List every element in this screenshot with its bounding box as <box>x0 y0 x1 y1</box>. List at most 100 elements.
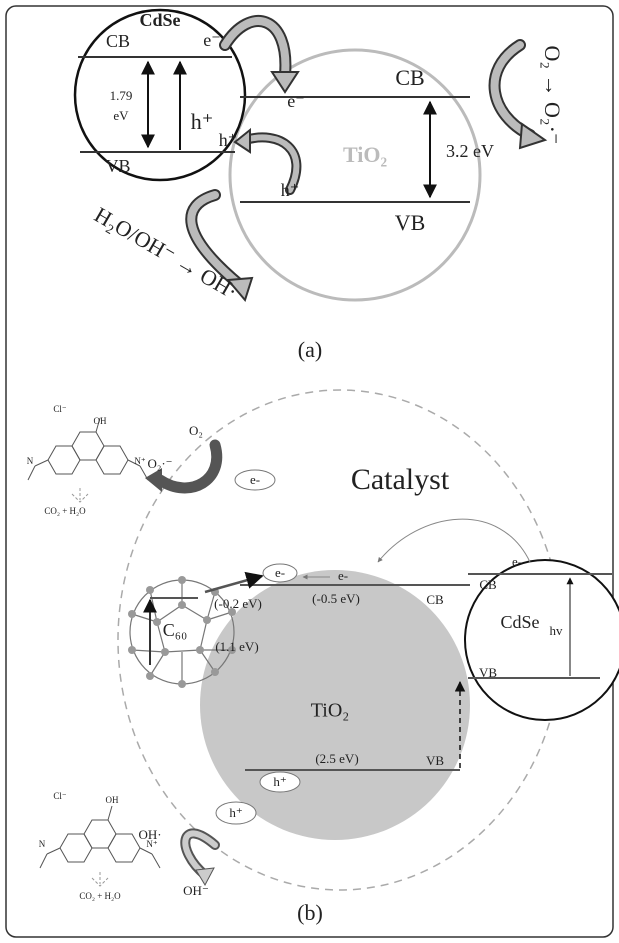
label: N⁺ <box>146 839 157 849</box>
label: h⁺ <box>191 109 214 134</box>
label: CdSe <box>139 10 180 30</box>
shape <box>71 431 105 461</box>
shape <box>95 445 129 475</box>
shape <box>242 134 300 193</box>
label: CO₂ + H₂O <box>44 506 86 516</box>
label: 3.2 eV <box>446 141 494 161</box>
hole-badge <box>215 801 257 825</box>
label: e- <box>275 565 285 580</box>
dye-arrow <box>91 872 109 887</box>
label: Cl⁻ <box>53 404 67 414</box>
c60-cage <box>128 576 236 688</box>
shape <box>154 439 223 494</box>
shape <box>27 417 149 481</box>
shape <box>221 17 290 79</box>
label: e- <box>338 568 348 583</box>
label: OH· <box>138 827 161 842</box>
cdse-circle <box>73 8 247 182</box>
label: OH <box>94 416 107 426</box>
label: e⁻ <box>287 91 305 111</box>
reaction-arrows <box>154 439 223 880</box>
label: TiO₂ <box>343 142 388 167</box>
arrowhead <box>270 71 300 94</box>
label: eV <box>113 108 129 123</box>
panel-b: Catalyst Cl⁻ OH N N⁺ CO₂ + H₂O O₂·⁻ O₂ e… <box>27 389 619 925</box>
shape <box>107 833 141 863</box>
label: h⁺ <box>281 180 300 200</box>
shape <box>156 604 208 653</box>
arrowhead <box>233 127 251 154</box>
dye-molecule <box>39 805 161 869</box>
label: O₂ → O₂·⁻ <box>540 45 565 144</box>
label: VB <box>479 665 497 680</box>
label: VB <box>426 753 444 768</box>
c60-electron-arrow <box>204 571 264 594</box>
arrowhead <box>225 276 254 303</box>
panel-label: (b) <box>297 900 323 925</box>
shape <box>47 445 81 475</box>
shape <box>490 41 534 139</box>
shape <box>153 618 161 626</box>
shape <box>228 608 236 616</box>
label: e- <box>512 554 522 569</box>
dye-arrow <box>71 488 89 503</box>
shape <box>128 610 136 618</box>
tio2-particle <box>200 570 470 840</box>
shape <box>161 648 169 656</box>
label: e- <box>250 472 260 487</box>
shape <box>178 680 186 688</box>
shape <box>146 586 154 594</box>
label: (-0.2 eV) <box>214 596 262 611</box>
hole-badge <box>259 771 301 793</box>
shape <box>228 646 236 654</box>
label: O₂ <box>189 423 203 438</box>
label: Catalyst <box>351 463 450 496</box>
cdse-particle <box>464 559 619 721</box>
label: (-0.5 eV) <box>312 591 360 606</box>
shape <box>211 668 219 676</box>
label: CO₂ + H₂O <box>79 891 121 901</box>
arrowhead <box>145 468 162 492</box>
label: N⁺ <box>134 456 145 466</box>
label: TiO₂ <box>311 700 350 722</box>
label: VB <box>105 156 130 176</box>
shape <box>128 646 136 654</box>
label: CB <box>426 592 444 607</box>
shape <box>178 601 186 609</box>
label: h⁺ <box>229 805 242 820</box>
dye-molecule <box>27 417 149 481</box>
label: Cl⁻ <box>53 791 67 801</box>
panel-a: CdSe CB e⁻ 1.79 eV h⁺ h⁺ VB CB e⁻ TiO₂ 3… <box>73 8 565 362</box>
shape <box>146 672 154 680</box>
electron-transfer-arrow <box>377 518 531 563</box>
tio2-circle <box>228 48 482 302</box>
label: (1.1 eV) <box>215 639 258 654</box>
label: N <box>39 839 46 849</box>
label: N <box>27 456 34 466</box>
shape <box>187 191 244 289</box>
transfer-arrows <box>185 15 536 291</box>
shape <box>196 646 204 654</box>
label: C₆₀ <box>163 620 188 640</box>
label: h⁺ <box>273 774 286 789</box>
label: CB <box>395 65 424 90</box>
label: CB <box>106 31 130 51</box>
label: OH <box>106 795 119 805</box>
electron-badge <box>234 469 276 491</box>
label: O₂·⁻ <box>147 456 172 471</box>
panel-label: (a) <box>298 337 322 362</box>
shape <box>83 819 117 849</box>
label: h⁺ <box>219 130 238 150</box>
label: (2.5 eV) <box>315 751 358 766</box>
label: H₂O/OH⁻ → OH· <box>90 202 242 304</box>
shape <box>178 576 186 584</box>
label: CdSe <box>500 612 539 632</box>
shape <box>39 805 161 869</box>
shape <box>182 830 218 878</box>
label: OH⁻ <box>183 883 209 898</box>
shape <box>128 576 236 688</box>
label: hv <box>550 623 564 638</box>
shape <box>59 833 93 863</box>
